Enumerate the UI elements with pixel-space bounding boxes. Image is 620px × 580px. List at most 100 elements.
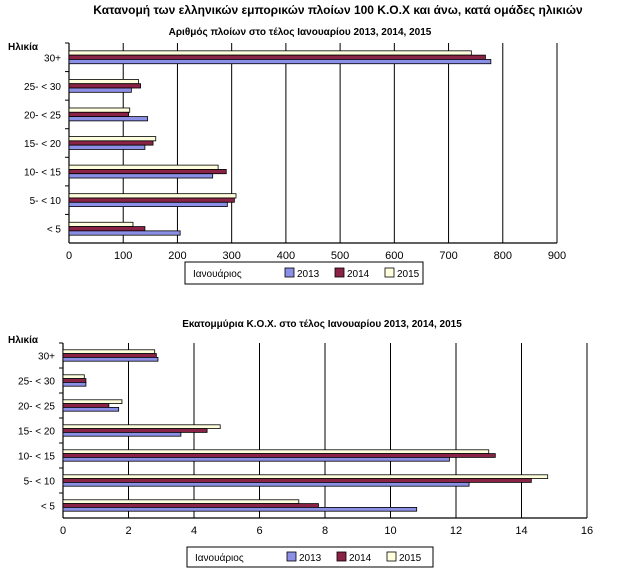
legend-label: 2015 <box>399 553 422 564</box>
category-label: 10- < 15 <box>18 452 55 463</box>
bar-2013 <box>62 381 87 387</box>
x-tick-label: 300 <box>222 250 240 262</box>
x-tick-label: 900 <box>548 250 566 262</box>
bar-2015 <box>68 193 237 199</box>
x-tick-labels: 0 100 200 300 400 500 600 700 800 900 <box>66 250 566 262</box>
bars <box>68 50 492 236</box>
legend-box <box>184 261 424 285</box>
legend-box <box>186 546 434 568</box>
bar-2013 <box>62 481 470 487</box>
bar-2015 <box>68 164 219 170</box>
bar-2015 <box>68 136 157 142</box>
bar-2013 <box>68 59 492 65</box>
category-labels: 30+ 25- < 30 20- < 25 15- < 20 10- < 15 5- < … <box>18 342 63 513</box>
x-tick-label: 4 <box>191 525 197 537</box>
category-labels: 30+ 25- < 30 20- < 25 15- < 20 10- < 15 5- < … <box>24 42 69 236</box>
category-label: 20- < 25 <box>24 110 61 121</box>
legend: Ιανουάριος 2013 2014 2015 <box>184 261 424 285</box>
bars <box>62 349 549 512</box>
chart-gross-tonnage: Εκατομμύρια Κ.Ο.Χ. στο τέλος Ιανουαρίου … <box>8 319 593 568</box>
legend-title: Ιανουάριος <box>193 268 242 280</box>
legend-swatch-2013 <box>286 551 297 562</box>
chart-title: Εκατομμύρια Κ.Ο.Χ. στο τέλος Ιανουαρίου … <box>182 319 462 330</box>
x-tick-label: 400 <box>277 250 295 262</box>
bar-2014 <box>68 54 486 60</box>
legend-swatch-2015 <box>384 267 395 278</box>
bar-2013 <box>62 356 159 362</box>
legend-swatch-2014 <box>336 551 347 562</box>
legend-label: 2015 <box>397 269 420 280</box>
x-tick-label: 16 <box>581 525 593 537</box>
bar-2014 <box>68 140 154 146</box>
x-tick-label: 800 <box>494 250 512 262</box>
bar-2015 <box>62 399 123 404</box>
x-tick-labels: 0 2 4 6 8 10 12 14 16 <box>60 525 593 537</box>
bar-2014 <box>68 197 235 203</box>
bar-2015 <box>62 349 156 354</box>
legend-swatch-2013 <box>284 267 295 278</box>
bar-2013 <box>68 116 149 122</box>
bar-2015 <box>68 107 131 113</box>
legend: Ιανουάριος 2013 2014 2015 <box>186 546 434 568</box>
bar-2014 <box>68 169 227 175</box>
gridlines <box>68 43 558 244</box>
page-title: Κατανομή των ελληνικών εμπορικών πλοίων … <box>93 3 583 17</box>
bar-2014 <box>68 226 146 232</box>
bar-2015 <box>62 474 549 479</box>
bar-2014 <box>62 428 208 433</box>
bar-2013 <box>62 406 120 412</box>
category-label: 5- < 10 <box>24 477 56 488</box>
y-axis-label: Ηλικία <box>8 335 39 346</box>
y-axis-label: Ηλικία <box>8 42 39 53</box>
bar-2013 <box>68 87 132 93</box>
category-label: < 5 <box>47 225 62 236</box>
bar-2013 <box>68 230 181 236</box>
legend-swatch-2014 <box>334 267 345 278</box>
bar-2014 <box>62 478 532 483</box>
legend-label: 2014 <box>349 553 372 564</box>
category-label: 5- < 10 <box>30 196 62 207</box>
bar-2013 <box>68 173 214 179</box>
legend-label: 2014 <box>347 269 370 280</box>
bar-2015 <box>62 449 490 454</box>
bar-2014 <box>62 353 157 358</box>
category-label: 15- < 20 <box>24 139 61 150</box>
bar-2014 <box>62 403 110 408</box>
category-label: 25- < 30 <box>18 377 55 388</box>
bar-2013 <box>62 506 418 512</box>
bar-2015 <box>62 424 221 429</box>
x-tick-label: 500 <box>331 250 349 262</box>
x-tick-label: 2 <box>125 525 131 537</box>
x-tick-label: 12 <box>450 525 462 537</box>
x-tick-label: 0 <box>66 250 72 262</box>
bar-2013 <box>68 144 146 150</box>
bar-2013 <box>68 201 228 207</box>
x-tick-label: 8 <box>322 525 328 537</box>
x-tick-label: 6 <box>256 525 262 537</box>
category-label: 25- < 30 <box>24 82 61 93</box>
x-tick-label: 0 <box>60 525 66 537</box>
bar-2014 <box>62 378 87 383</box>
chart-title: Αριθμός πλοίων στο τέλος Ιανουαρίου 2013… <box>169 27 432 38</box>
bar-2013 <box>62 431 182 437</box>
category-label: 15- < 20 <box>18 427 55 438</box>
legend-label: 2013 <box>297 269 320 280</box>
x-tick-label: 700 <box>439 250 457 262</box>
x-tick-label: 10 <box>384 525 396 537</box>
x-tick-label: 200 <box>168 250 186 262</box>
category-label: < 5 <box>41 502 56 513</box>
bar-2013 <box>62 456 450 462</box>
legend-label: 2013 <box>299 553 322 564</box>
x-tick-label: 600 <box>385 250 403 262</box>
bar-2015 <box>62 374 85 379</box>
category-label: 10- < 15 <box>24 168 61 179</box>
chart-ship-count: Αριθμός πλοίων στο τέλος Ιανουαρίου 2013… <box>8 27 566 285</box>
bar-2014 <box>62 503 319 508</box>
x-tick-label: 100 <box>114 250 132 262</box>
bar-2014 <box>68 111 130 117</box>
category-label: 30+ <box>44 53 61 64</box>
legend-title: Ιανουάριος <box>195 552 244 564</box>
bar-2015 <box>68 79 139 85</box>
legend-swatch-2015 <box>386 551 397 562</box>
